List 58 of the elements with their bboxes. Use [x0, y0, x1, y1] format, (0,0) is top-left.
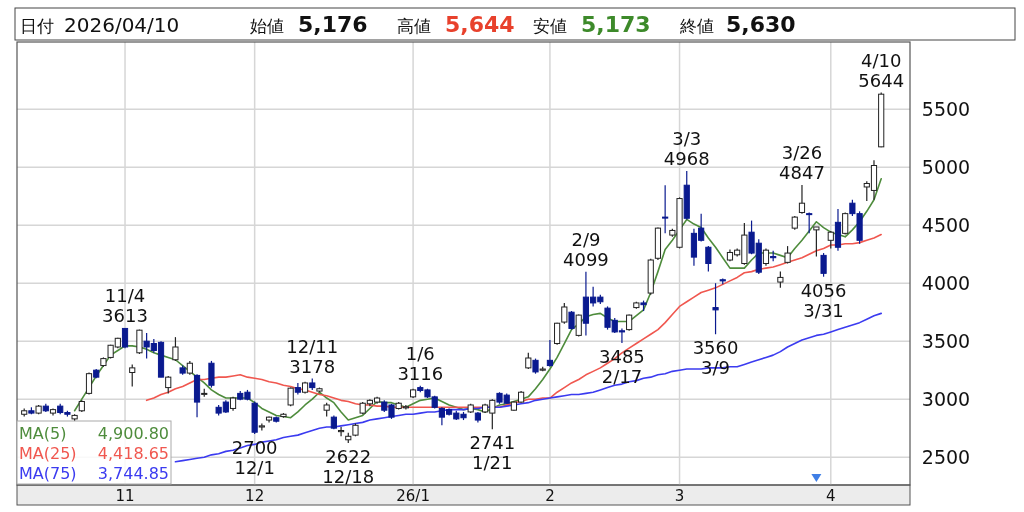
x-tick-label: 26/1 — [396, 487, 430, 505]
candlestick — [662, 184, 669, 234]
text: 日付 — [20, 16, 54, 36]
annotation: 3/3 4968 — [663, 127, 710, 169]
text: 2026/04/10 — [64, 13, 180, 37]
candlestick — [129, 363, 136, 388]
annotation: 3/26 4847 — [779, 141, 825, 183]
annotation: 1/6 3116 — [397, 342, 444, 384]
candlestick — [561, 302, 568, 325]
candlestick — [546, 339, 554, 368]
text: 始値 — [250, 16, 284, 36]
candlestick — [820, 252, 827, 278]
line-series — [73, 178, 882, 421]
annotation: 4,900.80 — [97, 424, 169, 443]
candlestick — [568, 310, 575, 331]
candlestick — [842, 211, 849, 236]
annotation: 12/11 3178 — [286, 335, 339, 377]
annotation: 3,744.85 — [97, 464, 169, 483]
annotation: 2622 12/18 — [322, 446, 375, 488]
candlestick — [712, 282, 719, 335]
x-tick-label: 11 — [115, 487, 135, 505]
y-tick-label: 3500 — [921, 330, 971, 353]
y-tick-label: 5500 — [921, 98, 971, 121]
x-tick-label: 12 — [245, 487, 265, 505]
text: 5,173 — [581, 12, 651, 37]
annotation: 4,418.65 — [97, 444, 169, 463]
x-tick-label: 3 — [674, 487, 685, 505]
text: 5,630 — [726, 12, 796, 37]
annotation: 4056 3/31 — [800, 279, 847, 321]
y-tick-label: 2500 — [921, 446, 971, 469]
text: 高値 — [397, 16, 431, 36]
text: 5,644 — [445, 12, 515, 37]
text: MA(25) — [19, 444, 77, 463]
candlestick — [208, 360, 215, 389]
candlestick — [813, 226, 820, 258]
text: 5,176 — [298, 12, 368, 37]
candlestick — [806, 211, 813, 234]
candlestick — [337, 426, 345, 437]
text: 安値 — [533, 16, 567, 36]
candlestick — [705, 245, 712, 273]
annotation: 2/9 4099 — [563, 228, 609, 270]
y-tick-label: 5000 — [921, 156, 971, 179]
candlestick — [172, 336, 179, 362]
series-label: MA(5) — [19, 424, 67, 443]
x-tick-label: 4 — [826, 487, 836, 505]
annotation: 11/4 3613 — [102, 285, 148, 327]
text: MA(75) — [19, 464, 77, 483]
annotation: 2700 12/1 — [231, 436, 278, 478]
text: 終値 — [679, 16, 714, 36]
candlestick — [798, 184, 806, 215]
candlestick — [136, 329, 143, 355]
x-tick-label: 2 — [545, 487, 555, 505]
y-tick-label: 4500 — [921, 214, 971, 237]
y-tick-label: 4000 — [921, 272, 971, 295]
y-tick-label: 3000 — [921, 388, 971, 411]
annotation: 4/10 5644 — [858, 49, 905, 91]
candlestick — [575, 313, 582, 338]
annotation: 2741 1/21 — [469, 432, 516, 474]
